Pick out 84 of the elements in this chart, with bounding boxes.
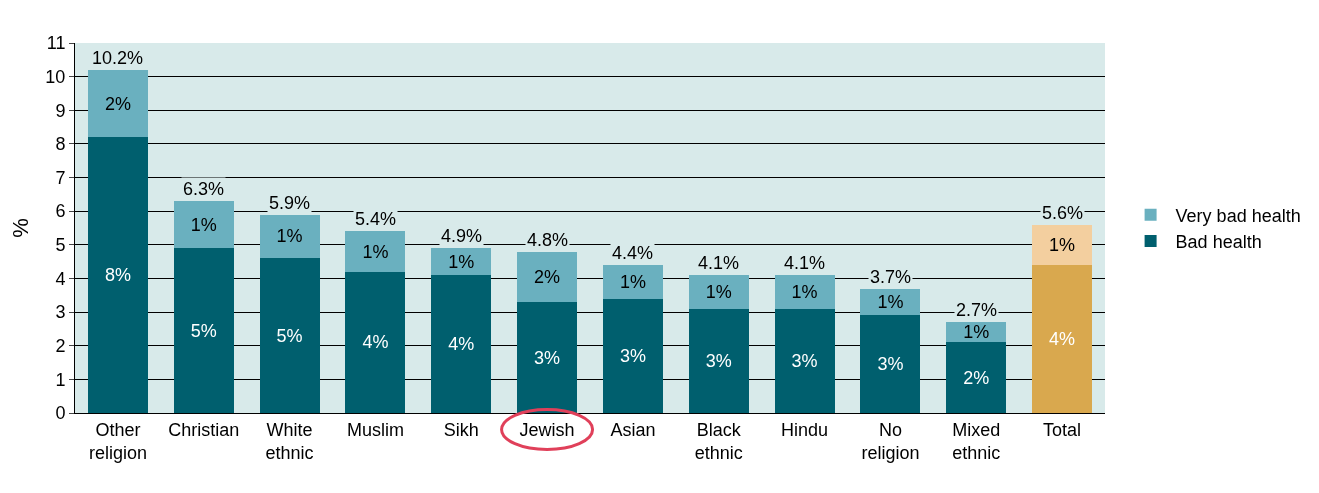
- y-tick-label: 4: [55, 268, 66, 289]
- data-label: 3%: [791, 350, 818, 371]
- bar: [87, 137, 148, 413]
- x-tick-label: White ethnic: [265, 419, 314, 463]
- data-label: 3%: [705, 350, 732, 371]
- total-label: 4.1%: [698, 253, 740, 273]
- total-label: 10.2%: [92, 48, 144, 68]
- bar: [946, 342, 1007, 413]
- y-tick-label: 7: [55, 167, 66, 188]
- data-label: 1%: [276, 226, 303, 247]
- x-tick-label: Jewish: [519, 419, 575, 440]
- legend-label: Bad health: [1175, 232, 1262, 253]
- data-label: 8%: [104, 265, 131, 286]
- bar: [173, 248, 234, 413]
- bar: [87, 69, 148, 138]
- bar: [259, 258, 320, 413]
- bar: [345, 231, 406, 272]
- y-tick-label: 6: [55, 201, 66, 222]
- data-label: 2%: [963, 367, 990, 388]
- x-tick-label: Black ethnic: [694, 419, 743, 463]
- total-label: 4.1%: [784, 253, 826, 273]
- bar: [774, 275, 835, 309]
- y-tick-label: 8: [55, 134, 66, 155]
- bar: [602, 298, 663, 413]
- legend-label: Very bad health: [1175, 205, 1301, 226]
- total-label: 5.9%: [269, 193, 311, 213]
- bar: [1032, 265, 1093, 413]
- data-label: 1%: [619, 271, 646, 292]
- data-label: 2%: [104, 93, 131, 114]
- total-label: 2.7%: [956, 300, 998, 320]
- x-tick-label: Asian: [610, 419, 656, 440]
- y-tick-label: 5: [55, 235, 66, 256]
- data-label: 1%: [963, 322, 990, 343]
- bar: [431, 275, 492, 413]
- bar: [688, 308, 749, 413]
- data-label: 1%: [791, 281, 818, 302]
- data-label: 5%: [276, 325, 303, 346]
- bar: [774, 308, 835, 413]
- x-tick-label: No religion: [861, 419, 920, 463]
- y-tick-label: 2: [55, 336, 66, 357]
- bar: [602, 265, 663, 299]
- total-label: 5.4%: [355, 209, 397, 229]
- x-tick-label: Muslim: [346, 419, 404, 440]
- y-tick-label: 9: [55, 100, 66, 121]
- y-tick-label: 11: [46, 33, 66, 54]
- total-label: 3.7%: [870, 267, 912, 287]
- data-label: 4%: [1049, 329, 1076, 349]
- bar: [173, 201, 234, 249]
- x-tick-label: Other religion: [88, 419, 147, 463]
- x-tick-label: Christian: [168, 419, 240, 440]
- data-label: 1%: [705, 281, 732, 302]
- bar: [345, 271, 406, 413]
- x-tick-label: Hindu: [781, 419, 829, 440]
- data-label: 1%: [362, 241, 389, 262]
- data-label: 4%: [362, 332, 389, 353]
- bar: [517, 302, 578, 413]
- data-label: 3%: [619, 345, 646, 366]
- x-tick-label: Sikh: [443, 419, 479, 440]
- bar: [259, 214, 320, 259]
- data-label: 1%: [190, 214, 217, 235]
- y-tick-label: 1: [55, 369, 66, 390]
- y-tick-label: 0: [55, 403, 66, 424]
- bar: [688, 275, 749, 309]
- y-tick-label: 3: [55, 302, 66, 323]
- data-label: 3%: [534, 347, 561, 368]
- total-label: 6.3%: [183, 179, 225, 199]
- total-label: 4.9%: [441, 226, 483, 246]
- data-label: 1%: [877, 292, 904, 312]
- total-label: 4.8%: [527, 230, 569, 250]
- bar: [517, 251, 578, 302]
- data-label: 5%: [190, 320, 217, 341]
- total-label: 5.6%: [1042, 203, 1084, 223]
- x-tick-label: Total: [1043, 419, 1082, 440]
- bar: [1032, 224, 1093, 265]
- x-tick-label: Mixed ethnic: [952, 419, 1001, 463]
- data-label: 1%: [1049, 234, 1076, 255]
- data-label: 4%: [448, 334, 475, 355]
- y-axis-title: %: [8, 218, 34, 238]
- data-label: 1%: [448, 251, 475, 272]
- data-label: 3%: [877, 354, 904, 375]
- y-tick-label: 10: [45, 66, 66, 87]
- data-label: 2%: [534, 266, 561, 287]
- bar: [860, 315, 921, 413]
- total-label: 4.4%: [612, 243, 654, 263]
